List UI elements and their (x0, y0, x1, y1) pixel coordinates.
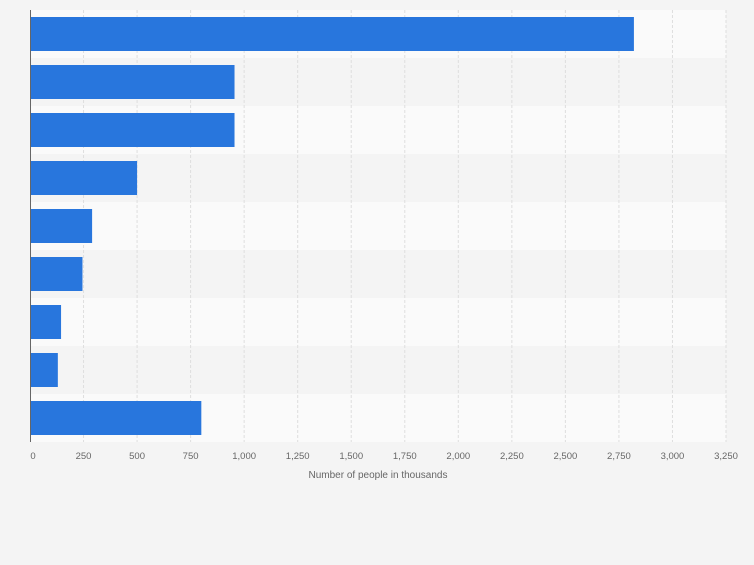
bar (30, 401, 202, 435)
bar (30, 353, 58, 387)
bar (30, 209, 93, 243)
bar (30, 113, 235, 147)
row-band (30, 202, 726, 250)
row-band (30, 250, 726, 298)
x-tick-label: 2,500 (553, 451, 577, 462)
bar (30, 17, 634, 51)
x-tick-label: 750 (183, 451, 199, 462)
x-tick-label: 2,000 (446, 451, 470, 462)
x-tick-label: 0 (30, 451, 35, 462)
x-tick-label: 1,000 (232, 451, 256, 462)
x-tick-label: 1,250 (286, 451, 310, 462)
bars (30, 17, 634, 435)
gridlines (83, 10, 727, 442)
x-tick-label: 500 (129, 451, 145, 462)
row-band (30, 346, 726, 394)
x-axis-title: Number of people in thousands (309, 470, 448, 481)
x-tick-label: 2,250 (500, 451, 524, 462)
x-tick-label: 2,750 (607, 451, 631, 462)
x-tick-label: 3,000 (661, 451, 685, 462)
x-axis-tick-labels: 0 250 500 750 1,000 1,250 1,500 1,750 2,000 2,250… (30, 451, 738, 462)
row-band (30, 298, 726, 346)
x-tick-label: 250 (76, 451, 92, 462)
row-band (30, 154, 726, 202)
bar (30, 65, 235, 99)
x-tick-label: 1,750 (393, 451, 417, 462)
x-tick-label: 3,250 (714, 451, 738, 462)
bar (30, 257, 83, 291)
x-tick-label: 1,500 (339, 451, 363, 462)
bar (30, 305, 62, 339)
bar (30, 161, 138, 195)
